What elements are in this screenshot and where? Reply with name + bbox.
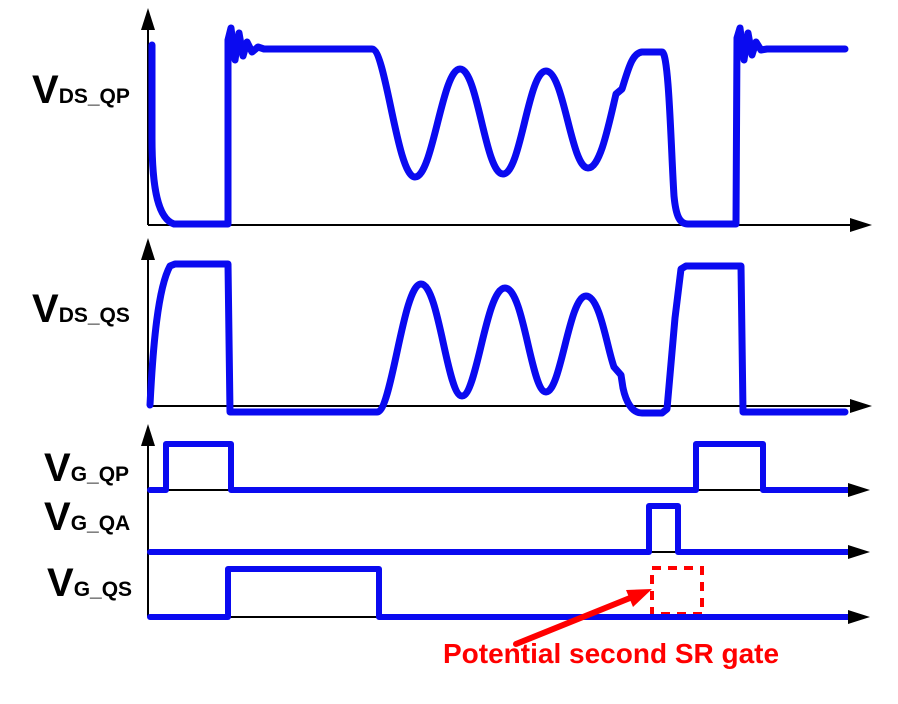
label-main: V <box>32 68 59 112</box>
annotation-group: Potential second SR gate <box>443 589 779 669</box>
x-axis-arrow-icon <box>850 399 872 413</box>
x-axis-arrow-icon <box>848 483 870 497</box>
signal-label-vds-qp: VDS_QP <box>32 68 130 112</box>
signal-label-vds-qs: VDS_QS <box>32 287 130 331</box>
label-main: V <box>44 495 71 539</box>
x-axis-arrow-icon <box>848 610 870 624</box>
signal-label-vg-qp: VG_QP <box>44 446 129 490</box>
label-subscript: DS_QS <box>59 304 130 327</box>
label-subscript: G_QS <box>74 578 132 601</box>
annotation-arrow-shaft <box>513 595 633 647</box>
trace-vds-qp <box>148 24 849 228</box>
panel-vds-qp: VDS_QP <box>32 8 872 232</box>
y-axis-arrow-icon <box>141 8 155 30</box>
signal-label-vg-qa: VG_QA <box>44 495 130 539</box>
annotation-arrow-icon <box>626 589 652 607</box>
label-subscript: G_QP <box>71 463 129 486</box>
label-main: V <box>32 287 59 331</box>
panel-gates: VG_QP VG_QA VG_QS <box>44 424 870 624</box>
trace-vg-qp <box>147 441 853 493</box>
panel-vds-qs: VDS_QS <box>32 238 872 417</box>
x-axis-arrow-icon <box>850 218 872 232</box>
label-main: V <box>44 446 71 490</box>
trace-vds-qs <box>146 260 849 417</box>
y-axis-arrow-icon <box>141 238 155 260</box>
label-main: V <box>47 561 74 605</box>
potential-sr-gate-dashed-box <box>650 566 704 616</box>
label-subscript: DS_QP <box>59 85 130 108</box>
trace-vg-qs <box>147 566 853 620</box>
label-subscript: G_QA <box>71 512 131 535</box>
y-axis-arrow-icon <box>141 424 155 446</box>
annotation-text: Potential second SR gate <box>443 638 779 669</box>
signal-label-vg-qs: VG_QS <box>47 561 132 605</box>
trace-vg-qa <box>147 503 853 555</box>
x-axis-arrow-icon <box>848 545 870 559</box>
